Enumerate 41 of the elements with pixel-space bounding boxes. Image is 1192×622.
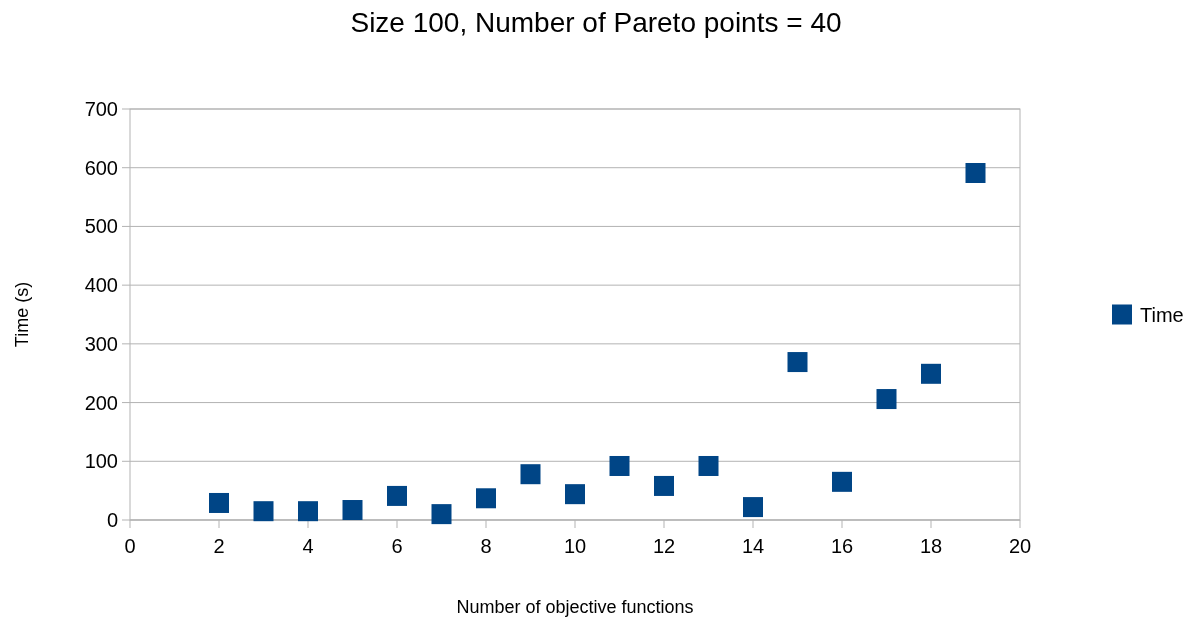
point [342,500,363,521]
point [253,501,274,522]
point [609,455,630,476]
x-tick-label: 12 [652,535,676,557]
point [476,488,496,509]
y-tick-label: 400 [84,274,118,297]
point [832,471,852,492]
y-tick-label: 500 [84,215,118,238]
point [876,389,897,410]
point [965,163,986,183]
point [209,492,229,513]
y-tick-label: 700 [84,98,118,120]
x-tick-label: 2 [213,535,225,557]
y-tick-label: 200 [84,391,118,414]
y-tick-label: 600 [84,156,118,179]
point [520,464,541,485]
point [431,504,452,525]
point [743,497,763,518]
x-axis-title: Number of objective functions [456,597,694,617]
point [565,484,585,505]
x-tick-label: 16 [830,535,854,557]
point [921,363,941,384]
x-tick-label: 10 [563,535,587,557]
point [298,501,318,522]
point [787,352,808,373]
x-tick-label: 18 [919,535,943,557]
point [654,475,674,496]
x-tick-label: 4 [302,535,314,557]
x-tick-label: 6 [391,535,403,557]
legend-label: Time [1140,303,1184,326]
y-axis-title: Time (s) [12,281,32,348]
y-tick-label: 100 [84,450,118,473]
x-tick-label: 0 [124,535,136,557]
x-tick-label: 20 [1008,535,1032,557]
chart-title: Size 100, Number of Pareto points = 40 [350,7,842,38]
y-tick-label: 0 [106,509,118,531]
y-tick-label: 300 [84,332,118,355]
point [698,455,719,476]
x-tick-label: 8 [480,535,492,557]
point [387,485,407,506]
x-tick-label: 14 [741,535,765,557]
